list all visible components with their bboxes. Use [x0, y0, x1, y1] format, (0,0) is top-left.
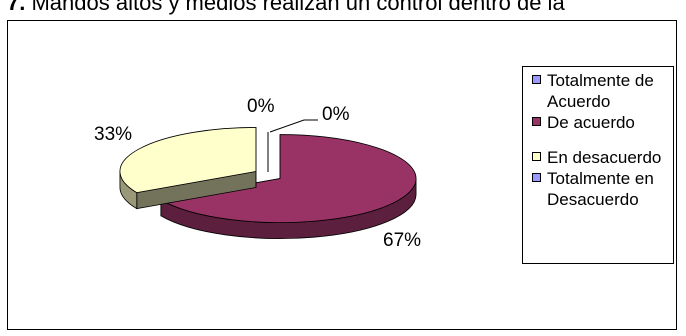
data-label-totalmente-en-desacuerdo: 0% — [322, 104, 350, 125]
legend-label-de-acuerdo: De acuerdo — [547, 113, 635, 132]
chart-title-text: Mandos altos y medios realizan un contro… — [31, 0, 565, 15]
legend-item-totalmente-de-acuerdo: Totalmente de Acuerdo — [523, 70, 673, 112]
legend-label-totalmente-en-desacuerdo: Totalmente en Desacuerdo — [547, 169, 654, 209]
legend-swatch-totalmente-de-acuerdo — [532, 75, 541, 84]
legend-item-de-acuerdo: De acuerdo — [523, 112, 673, 133]
legend-swatch-en-desacuerdo — [532, 152, 541, 161]
data-label-de-acuerdo: 67% — [383, 230, 422, 251]
legend-item-totalmente-en-desacuerdo: Totalmente en Desacuerdo — [523, 168, 673, 210]
leader-line-totalmente-en-desacuerdo — [269, 119, 318, 133]
chart-title: 7. Mandos altos y medios realizan un con… — [7, 0, 565, 16]
legend-label-en-desacuerdo: En desacuerdo — [547, 148, 662, 167]
chart-legend: Totalmente de Acuerdo De acuerdo En desa… — [522, 66, 674, 264]
pie-slice-en-desacuerdo — [119, 127, 257, 210]
legend-item-en-desacuerdo: En desacuerdo — [523, 147, 673, 168]
legend-swatch-totalmente-en-desacuerdo — [532, 173, 541, 182]
legend-label-totalmente-de-acuerdo: Totalmente de Acuerdo — [547, 71, 654, 111]
pie-slice-top-en-desacuerdo — [119, 127, 257, 194]
pie-slice-top-de-acuerdo — [159, 134, 417, 223]
chart-title-number: 7. — [7, 0, 26, 15]
data-label-en-desacuerdo: 33% — [94, 124, 133, 145]
data-label-totalmente-de-acuerdo: 0% — [247, 96, 275, 117]
legend-swatch-de-acuerdo — [532, 117, 541, 126]
